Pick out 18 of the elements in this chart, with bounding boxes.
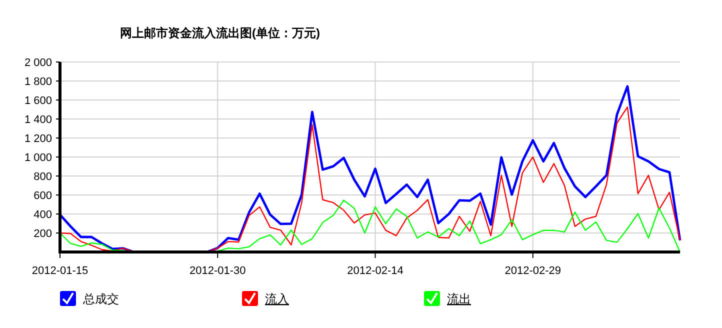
y-tick-label: 1 800 bbox=[24, 76, 52, 88]
x-tick-label: 2012-01-30 bbox=[189, 265, 246, 277]
chart-title: 网上邮市资金流入流出图(单位：万元) bbox=[120, 26, 320, 40]
x-tick-label: 2012-02-29 bbox=[504, 265, 562, 277]
x-tick-label: 2012-02-14 bbox=[347, 265, 404, 277]
y-tick-label: 1 000 bbox=[24, 152, 52, 164]
y-tick-label: 200 bbox=[34, 228, 52, 240]
y-tick-label: 2 000 bbox=[24, 57, 52, 69]
y-tick-label: 800 bbox=[34, 171, 52, 183]
legend-label: 流出 bbox=[447, 292, 471, 306]
legend-label: 总成交 bbox=[82, 292, 119, 306]
y-tick-label: 1 200 bbox=[24, 133, 52, 145]
y-tick-label: 400 bbox=[34, 209, 52, 221]
y-tick-label: 600 bbox=[34, 190, 52, 202]
y-tick-label: 1 400 bbox=[24, 114, 52, 126]
x-tick-label: 2012-01-15 bbox=[32, 265, 88, 277]
y-tick-label: 1 600 bbox=[24, 95, 52, 107]
legend-label: 流入 bbox=[265, 292, 289, 306]
